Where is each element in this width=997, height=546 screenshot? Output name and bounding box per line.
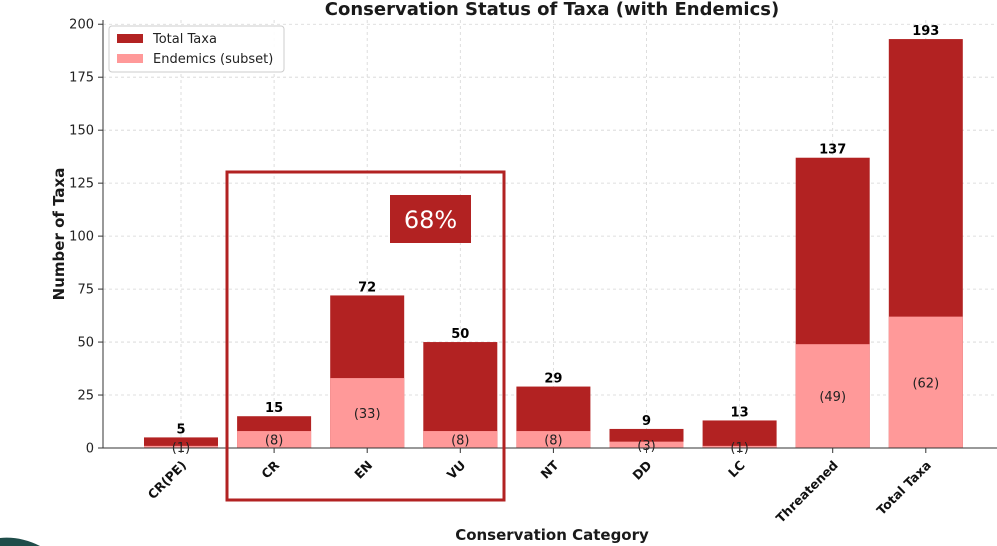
x-axis-ticks: CR(PE) CR EN VU NT DD LC Threatened Total Taxa <box>145 448 934 526</box>
legend-swatch-endemics <box>117 54 143 63</box>
total-data-label: 9 <box>642 414 651 429</box>
endemic-data-label: (62) <box>912 376 939 391</box>
x-tick-label: CR <box>258 457 282 481</box>
chart-title: Conservation Status of Taxa (with Endemi… <box>325 0 779 20</box>
x-tick-label: LC <box>725 458 748 481</box>
y-tick-label: 0 <box>86 442 94 457</box>
total-data-label: 193 <box>912 24 939 39</box>
legend-swatch-total <box>117 34 143 43</box>
x-axis-label: Conservation Category <box>455 526 649 544</box>
y-tick-label: 100 <box>69 230 94 245</box>
total-data-label: 72 <box>358 280 376 295</box>
bar-endemics <box>888 316 963 448</box>
legend-label-total: Total Taxa <box>152 32 217 47</box>
total-data-label: 15 <box>265 401 283 416</box>
legend: Total Taxa Endemics (subset) <box>108 25 285 73</box>
y-tick-label: 25 <box>77 389 94 404</box>
y-tick-label: 150 <box>69 124 94 139</box>
bar-endemics <box>144 445 218 448</box>
endemic-data-label: (3) <box>637 439 655 454</box>
bar-endemics <box>423 431 498 448</box>
endemic-data-label: (8) <box>544 434 562 449</box>
bar-endemics <box>609 441 684 448</box>
y-tick-label: 125 <box>69 177 94 192</box>
bars <box>144 39 963 448</box>
x-tick-label: DD <box>629 458 654 483</box>
legend-frame <box>108 25 285 73</box>
bar-endemics <box>702 445 777 448</box>
corner-decoration <box>0 537 40 546</box>
bar-total <box>144 437 218 448</box>
bar-endemics <box>237 431 312 448</box>
x-tick-label: CR(PE) <box>145 458 190 503</box>
bar-total <box>702 420 777 448</box>
endemic-data-label: (33) <box>354 407 381 422</box>
x-tick-label: VU <box>444 458 469 483</box>
bar-labels: 5(1)15(8)72(33)50(8)29(8)9(3)13(1)137(49… <box>172 24 940 456</box>
x-tick-label: NT <box>537 457 561 481</box>
y-tick-label: 200 <box>69 18 94 33</box>
endemic-data-label: (8) <box>265 434 283 449</box>
y-tick-label: 75 <box>77 283 94 298</box>
y-axis-label: Number of Taxa <box>50 168 68 301</box>
endemic-data-label: (49) <box>819 390 846 405</box>
total-data-label: 29 <box>544 372 562 387</box>
endemic-data-label: (8) <box>451 434 469 449</box>
total-data-label: 137 <box>819 143 846 158</box>
y-tick-label: 50 <box>77 336 94 351</box>
highlight-box <box>225 170 506 502</box>
x-tick-label: Threatened <box>773 458 841 526</box>
percentage-callout <box>390 195 471 243</box>
y-tick-label: 175 <box>69 71 94 86</box>
percentage-callout-text: 68% <box>404 206 457 234</box>
total-data-label: 5 <box>176 422 185 437</box>
bar-endemics <box>516 431 591 448</box>
legend-label-endemics: Endemics (subset) <box>153 52 273 67</box>
bar-total <box>423 342 498 448</box>
bar-endemics <box>795 344 870 448</box>
x-tick-label: EN <box>351 458 375 482</box>
total-data-label: 50 <box>451 327 469 342</box>
total-data-label: 13 <box>731 405 749 420</box>
x-tick-label: Total Taxa <box>874 458 934 518</box>
bar-endemics <box>330 378 405 448</box>
y-axis-ticks: 0 25 50 75 100 125 150 175 200 <box>69 18 103 457</box>
